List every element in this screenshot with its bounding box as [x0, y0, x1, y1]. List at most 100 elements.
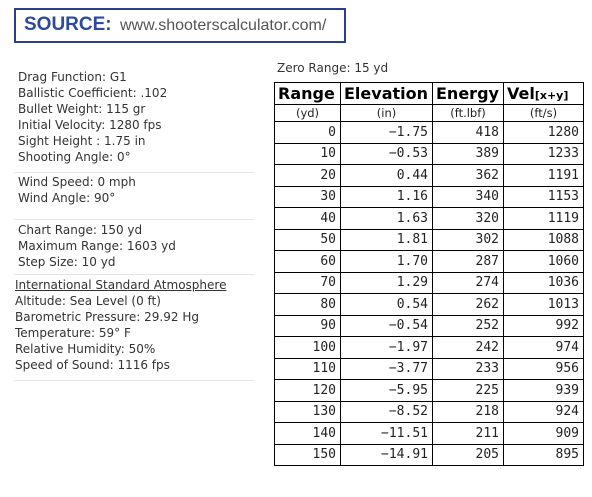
info-line: Ballistic Coefficient: .102 [18, 86, 168, 100]
info-line: Temperature: 59° F [15, 326, 131, 340]
cell: 1.29 [340, 271, 433, 294]
ballistics-table: Range Elevation Energy Vel[x+y] (yd) (in) (ft.… [274, 82, 584, 466]
cell: 211 [432, 422, 504, 445]
cell: −5.95 [340, 379, 433, 402]
cell: −11.51 [340, 422, 433, 445]
cell: 362 [432, 164, 504, 187]
cell: 0.54 [340, 293, 433, 316]
info-line: International Standard Atmosphere [15, 278, 227, 292]
cell: 150 [274, 443, 341, 466]
cell: 1233 [503, 142, 584, 165]
cell: 60 [274, 250, 341, 273]
cell: 1.81 [340, 228, 433, 251]
cell: 20 [274, 164, 341, 187]
cell: 939 [503, 379, 584, 402]
cell: 1013 [503, 293, 584, 316]
source-box: SOURCE: www.shooterscalculator.com/ [14, 8, 346, 43]
cell: −1.75 [340, 121, 433, 144]
cell: −0.53 [340, 142, 433, 165]
info-line: Shooting Angle: 0° [18, 150, 131, 164]
cell: 10 [274, 142, 341, 165]
info-line: Initial Velocity: 1280 fps [18, 118, 162, 132]
column-header: Elevation [340, 82, 433, 105]
cell: 274 [432, 271, 504, 294]
info-group: Chart Range: 150 yd Maximum Range: 1603 y… [18, 222, 176, 270]
separator [14, 172, 254, 173]
cell: 110 [274, 357, 341, 380]
cell: −1.97 [340, 336, 433, 359]
cell: 1153 [503, 185, 584, 208]
header-text: Vel [507, 84, 535, 103]
data-row: 150 −14.91 205 895 [274, 443, 584, 466]
info-line: Altitude: Sea Level (0 ft) [15, 294, 161, 308]
data-row: 20 0.44 362 1191 [274, 164, 584, 187]
units-row: (yd) (in) (ft.lbf) (ft/s) [274, 104, 584, 122]
cell: 909 [503, 422, 584, 445]
cell: 320 [432, 207, 504, 230]
data-row: 110 −3.77 233 956 [274, 357, 584, 380]
header-text: Elevation [344, 84, 429, 103]
cell: 40 [274, 207, 341, 230]
cell: 1.70 [340, 250, 433, 273]
info-line: Speed of Sound: 1116 fps [15, 358, 170, 372]
cell: 70 [274, 271, 341, 294]
cell: 974 [503, 336, 584, 359]
cell: 1191 [503, 164, 584, 187]
header-suffix: [x+y] [534, 89, 569, 102]
cell: 262 [432, 293, 504, 316]
cell: 225 [432, 379, 504, 402]
column-header: Energy [432, 82, 504, 105]
cell: −3.77 [340, 357, 433, 380]
cell: 1280 [503, 121, 584, 144]
cell: 895 [503, 443, 584, 466]
cell: 1.16 [340, 185, 433, 208]
cell: 90 [274, 314, 341, 337]
cell: 218 [432, 400, 504, 423]
cell: 252 [432, 314, 504, 337]
info-line: Wind Angle: 90° [18, 191, 116, 205]
unit-cell: (ft.lbf) [432, 104, 504, 122]
cell: −8.52 [340, 400, 433, 423]
column-header: Vel[x+y] [503, 82, 584, 105]
data-row: 0 −1.75 418 1280 [274, 121, 584, 144]
unit-cell: (yd) [274, 104, 341, 122]
info-group: International Standard Atmosphere Altitud… [15, 277, 226, 373]
data-row: 10 −0.53 389 1233 [274, 142, 584, 165]
header-text: Range [278, 84, 335, 103]
cell: 50 [274, 228, 341, 251]
cell: 242 [432, 336, 504, 359]
info-line: Barometric Pressure: 29.92 Hg [15, 310, 199, 324]
source-label: SOURCE: [24, 14, 112, 35]
cell: 130 [274, 400, 341, 423]
cell: 992 [503, 314, 584, 337]
info-line: Sight Height : 1.75 in [18, 134, 146, 148]
cell: 389 [432, 142, 504, 165]
unit-cell: (ft/s) [503, 104, 584, 122]
data-row: 40 1.63 320 1119 [274, 207, 584, 230]
header-row: Range Elevation Energy Vel[x+y] [274, 82, 584, 105]
zero-range: Zero Range: 15 yd [277, 61, 389, 75]
info-line: Wind Speed: 0 mph [18, 175, 136, 189]
cell: 1119 [503, 207, 584, 230]
data-row: 100 −1.97 242 974 [274, 336, 584, 359]
info-line: Drag Function: G1 [18, 70, 127, 84]
cell: 1.63 [340, 207, 433, 230]
cell: 924 [503, 400, 584, 423]
info-line: Maximum Range: 1603 yd [18, 239, 176, 253]
data-row: 50 1.81 302 1088 [274, 228, 584, 251]
data-row: 70 1.29 274 1036 [274, 271, 584, 294]
info-line: Step Size: 10 yd [18, 255, 116, 269]
data-row: 120 −5.95 225 939 [274, 379, 584, 402]
cell: 956 [503, 357, 584, 380]
info-line: Chart Range: 150 yd [18, 223, 143, 237]
cell: 80 [274, 293, 341, 316]
cell: 0.44 [340, 164, 433, 187]
cell: 30 [274, 185, 341, 208]
source-url: www.shooterscalculator.com/ [120, 17, 327, 34]
cell: 120 [274, 379, 341, 402]
cell: 340 [432, 185, 504, 208]
cell: −0.54 [340, 314, 433, 337]
data-row: 140 −11.51 211 909 [274, 422, 584, 445]
cell: 205 [432, 443, 504, 466]
column-header: Range [274, 82, 341, 105]
